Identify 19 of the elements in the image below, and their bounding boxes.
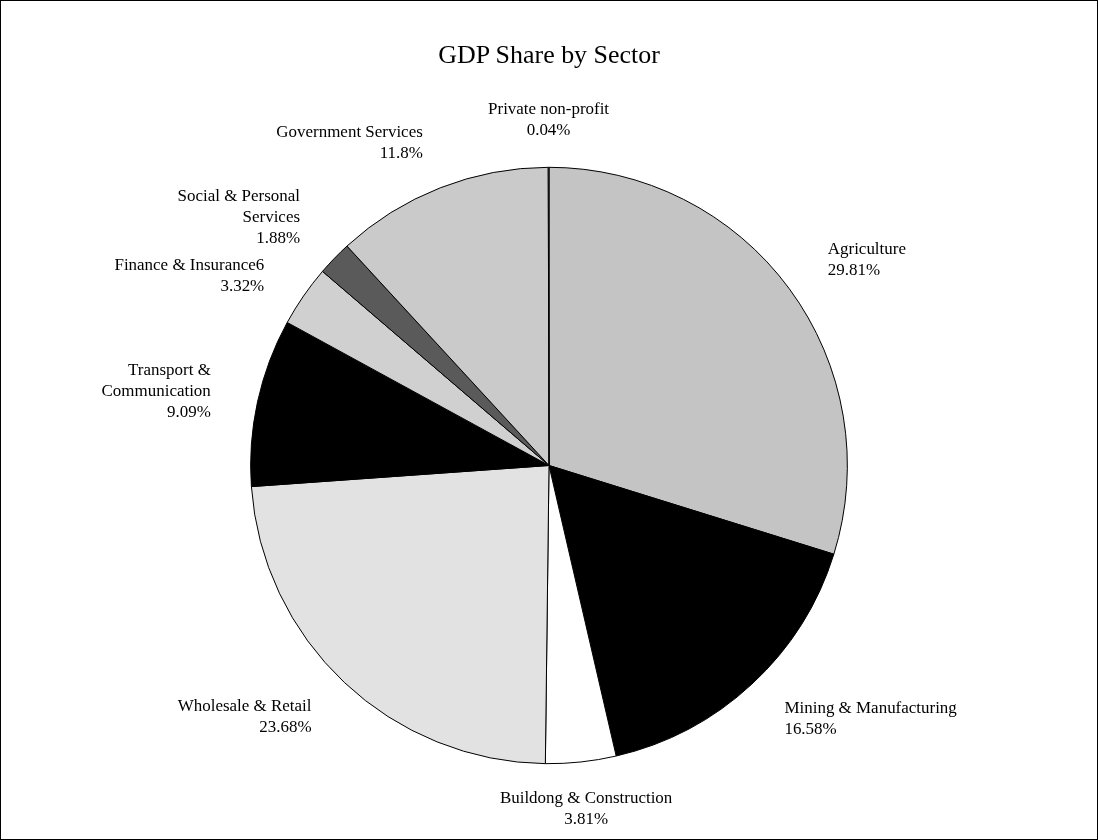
slice-label: Social & Personal Services	[177, 186, 301, 227]
slice-label: Finance & Insurance6	[114, 255, 265, 275]
data-label: 29.81%	[827, 260, 881, 280]
data-label: 0.04%	[526, 119, 571, 139]
data-label: 9.09%	[167, 402, 211, 422]
slice-label: Agriculture	[827, 239, 906, 259]
chart-title: GDP Share by Sector	[438, 40, 661, 70]
data-label: 11.8%	[379, 143, 423, 163]
data-label: 23.68%	[259, 717, 312, 737]
slice-label: Private non-profit	[488, 98, 610, 118]
slice-label: Mining & Manufacturing	[784, 698, 958, 718]
slice-label: Government Services	[276, 122, 423, 142]
data-label: 16.58%	[784, 719, 837, 738]
data-label: 1.88%	[256, 228, 301, 248]
slice-label: Buildong & Construction	[499, 788, 673, 808]
slice-label: Transport & Communication	[101, 360, 212, 401]
data-label: 3.81%	[564, 809, 609, 829]
slice-label: Wholesale & Retail	[177, 696, 312, 716]
data-label: 3.32%	[220, 276, 265, 296]
